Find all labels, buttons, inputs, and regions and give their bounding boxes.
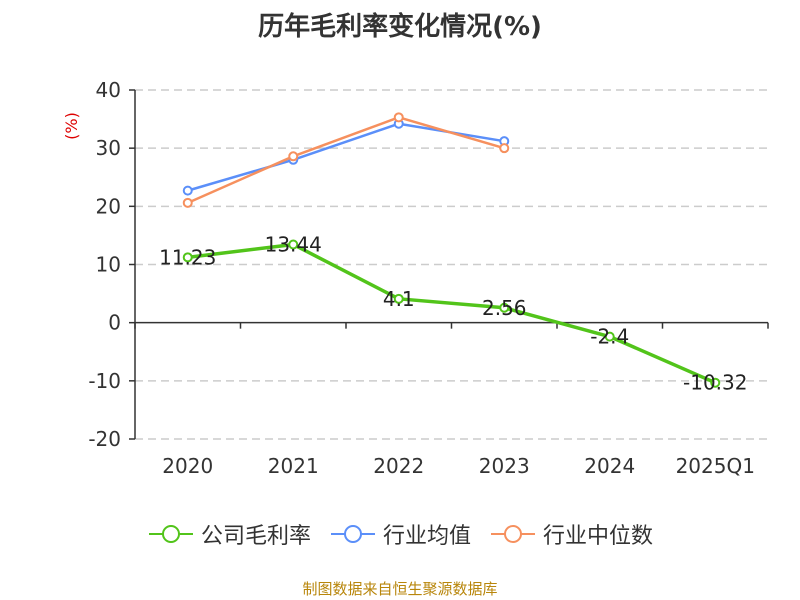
data-label: 13.44 [265, 232, 322, 256]
data-point [499, 302, 510, 313]
data-point [710, 377, 721, 388]
series-line [187, 242, 716, 385]
x-tick-label: 2022 [373, 454, 424, 478]
y-tick-label: 10 [96, 253, 121, 277]
y-axis-unit: (%) [62, 112, 81, 140]
source-note: 制图数据来自恒生聚源数据库 [302, 580, 498, 598]
x-tick-label: 2020 [162, 454, 213, 478]
data-point [499, 143, 510, 154]
x-tick-label: 2025Q1 [676, 454, 755, 478]
y-tick-label: 20 [96, 194, 121, 218]
series-line [187, 116, 505, 204]
legend-line-marker-icon [491, 525, 535, 543]
data-point [182, 252, 193, 263]
x-tick-label: 2021 [268, 454, 319, 478]
x-tick-label: 2023 [479, 454, 530, 478]
legend-item-industry-mean: 行业均值 [329, 518, 471, 550]
y-tick-label: 30 [96, 136, 121, 160]
chart-legend: 公司毛利率 行业均值 行业中位数 [0, 518, 800, 550]
data-point [393, 112, 404, 123]
data-point [393, 293, 404, 304]
data-point [182, 197, 193, 208]
data-label: -2.4 [590, 325, 629, 349]
y-tick-label: 0 [108, 311, 121, 335]
y-tick-label: -20 [88, 427, 121, 451]
chart-title: 历年毛利率变化情况(%) [258, 12, 542, 42]
data-label: 2.56 [482, 296, 527, 320]
data-point [182, 185, 193, 196]
y-tick-label: 40 [96, 78, 121, 102]
y-tick-label: -10 [88, 369, 121, 393]
legend-item-industry-median: 行业中位数 [489, 518, 653, 550]
legend-label: 公司毛利率 [200, 524, 311, 549]
legend-label: 行业中位数 [543, 524, 654, 549]
data-point [288, 239, 299, 250]
legend-line-marker-icon [148, 525, 193, 543]
x-tick-label: 2024 [584, 454, 635, 478]
data-point [604, 331, 615, 342]
legend-line-marker-icon [330, 525, 375, 543]
legend-item-company: 公司毛利率 [147, 518, 311, 550]
data-label: -10.32 [683, 371, 747, 395]
legend-label: 行业均值 [382, 524, 471, 549]
data-label: 11.23 [159, 245, 216, 269]
data-point [288, 151, 299, 162]
data-label: 4.1 [383, 287, 415, 311]
